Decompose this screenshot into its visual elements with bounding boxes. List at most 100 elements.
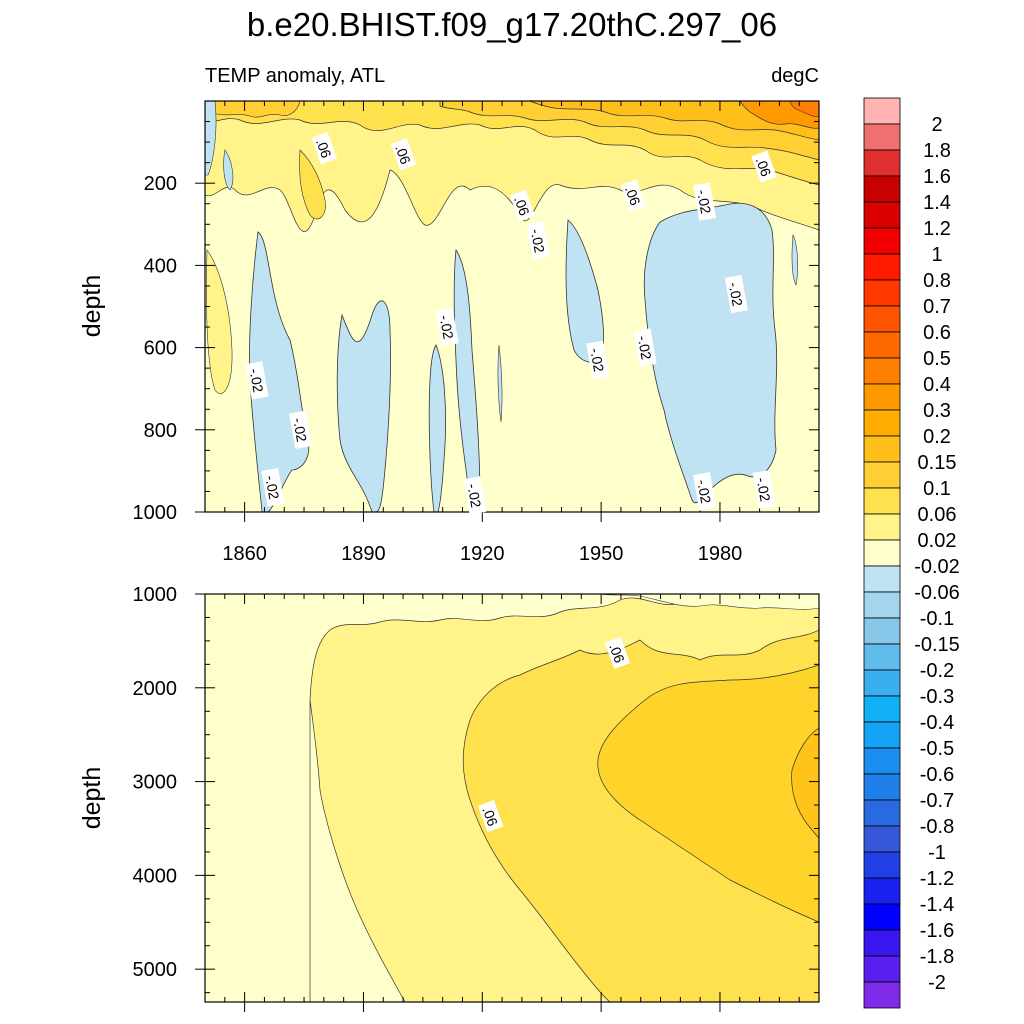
colorbar-label: -0.7 [920, 790, 954, 812]
contour-label-bg [586, 340, 610, 380]
colorbar-label: -0.06 [914, 582, 960, 604]
colorbar-label: 1.4 [923, 192, 951, 214]
colorbar-swatch [863, 253, 901, 281]
colorbar-label: 0.3 [923, 400, 951, 422]
colorbar-label: 0.15 [918, 452, 957, 474]
y-tick-label: 2000 [133, 678, 178, 700]
colorbar-label: 0.02 [918, 530, 957, 552]
contour-label-text: -.02 [528, 227, 548, 254]
contour-label-bg [435, 307, 459, 347]
y-tick-label: 1000 [133, 502, 178, 524]
contour-label-text: -.02 [437, 314, 457, 341]
contour-label-text: -.02 [290, 417, 310, 444]
top-warm-band-02 [529, 101, 819, 141]
contour-label-text: -.02 [464, 482, 484, 509]
colorbar-label: -1.8 [920, 946, 954, 968]
contour-label-text: .06 [479, 804, 501, 828]
colorbar-label: 1.6 [923, 166, 951, 188]
contour-label: -.02 [693, 182, 717, 221]
contour-label: .06 [477, 800, 504, 833]
contour-label-bg [526, 221, 550, 260]
colorbar-swatch [863, 97, 901, 125]
contour-label-text: .06 [622, 184, 644, 208]
contour-label: -.02 [752, 470, 776, 509]
colorbar-swatch [863, 955, 901, 983]
colorbar-swatch [863, 175, 901, 203]
top-cold-patch-surface [205, 101, 217, 176]
colorbar-label: -1.2 [920, 868, 954, 890]
colorbar-swatch [863, 643, 901, 671]
contour-label-text: -.02 [635, 334, 655, 361]
contour-label-text: .06 [606, 641, 628, 665]
bottom-plot-frame [204, 593, 820, 1003]
colorbar-label: -1.4 [920, 894, 954, 916]
contour-label-text: .06 [753, 155, 775, 179]
top-cold-patch-3 [428, 344, 446, 512]
x-tick-label: 1950 [579, 543, 624, 565]
contour-label-bg [633, 328, 657, 367]
y-tick-label: 600 [144, 338, 177, 360]
contour-label: .06 [509, 189, 536, 222]
colorbar-label: -0.15 [914, 634, 960, 656]
contour-label: -.02 [586, 340, 610, 380]
colorbar-swatch [863, 305, 901, 333]
contour-label-bg [509, 189, 536, 222]
units-label: degC [771, 65, 819, 87]
colorbar-swatch [863, 721, 901, 749]
colorbar-swatch [863, 981, 901, 1009]
colorbar-swatch [863, 513, 901, 541]
contour-label-text: -.02 [754, 476, 774, 503]
contour-label-text: -.02 [694, 478, 714, 505]
contour-label-bg [693, 182, 717, 221]
colorbar [863, 97, 901, 1009]
colorbar-label: 1.8 [923, 140, 951, 162]
colorbar-swatch [863, 331, 901, 359]
colorbar-swatch [863, 825, 901, 853]
bottom-panel: 1000 2000 3000 4000 5000 .06 .06 depth [78, 584, 820, 1012]
top-ticks [195, 100, 819, 522]
contour-label: -.02 [633, 328, 657, 367]
contour-label-text: -.02 [587, 347, 607, 374]
colorbar-label: -0.02 [914, 556, 960, 578]
colorbar-swatch [863, 903, 901, 931]
y-tick-label: 400 [144, 255, 177, 277]
contour-label-bg [724, 274, 748, 314]
contour-label-text: -.02 [262, 474, 282, 501]
colorbar-label: -0.2 [920, 660, 954, 682]
colorbar-swatch [863, 799, 901, 827]
colorbar-swatch [863, 929, 901, 957]
contour-label: .06 [390, 138, 417, 171]
top-cold-patch-surface-2 [223, 149, 234, 191]
contour-label-bg [604, 636, 631, 669]
variable-label: TEMP anomaly, ATL [205, 65, 385, 87]
top-warm-patch-b [299, 149, 326, 220]
colorbar-swatch [863, 539, 901, 567]
contour-label: -.02 [693, 472, 717, 511]
bottom-band-015 [791, 727, 819, 839]
contour-label: .06 [620, 179, 647, 212]
contour-label: -.02 [463, 476, 487, 515]
colorbar-label: -2 [928, 972, 946, 994]
top-warm-band-04 [789, 101, 819, 117]
colorbar-labels: 2 1.8 1.6 1.4 1.2 1 0.8 0.7 0.6 0.5 0.4 0.3 0.2 0.15 0… [914, 114, 960, 994]
contour-label: .06 [751, 150, 777, 183]
colorbar-swatch [863, 435, 901, 463]
colorbar-swatch [863, 201, 901, 229]
colorbar-swatch [863, 383, 901, 411]
contour-label-bg [261, 468, 285, 507]
bottom-contour-labels: .06 .06 [477, 636, 631, 833]
colorbar-swatch [863, 227, 901, 255]
top-cold-patch-7 [791, 233, 798, 286]
colorbar-label: 0.7 [923, 296, 951, 318]
contour-label: -.02 [245, 361, 269, 400]
colorbar-swatch [863, 877, 901, 905]
colorbar-swatch [863, 695, 901, 723]
colorbar-label: 0.4 [923, 374, 951, 396]
colorbar-label: 0.5 [923, 348, 951, 370]
colorbar-swatch [863, 565, 901, 593]
y-tick-label: 800 [144, 420, 177, 442]
figure-title: b.e20.BHIST.f09_g17.20thC.297_06 [247, 6, 777, 43]
bottom-tick-labels: 1000 2000 3000 4000 5000 [133, 584, 178, 981]
contour-label-bg [463, 476, 487, 515]
top-cold-thin-line [497, 344, 503, 423]
